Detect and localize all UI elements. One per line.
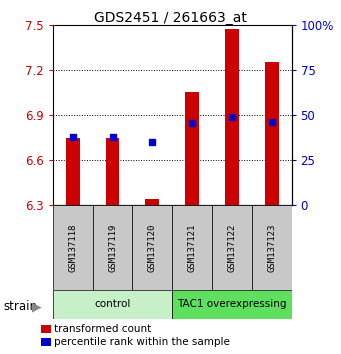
Bar: [53, 205, 93, 290]
Bar: [106, 138, 119, 205]
Bar: [66, 138, 80, 205]
Bar: [252, 205, 292, 290]
Text: GSM137118: GSM137118: [68, 224, 77, 272]
Text: strain: strain: [3, 300, 38, 313]
Text: GDS2451 / 261663_at: GDS2451 / 261663_at: [94, 11, 247, 25]
Bar: [172, 205, 212, 290]
Bar: [185, 92, 199, 205]
Bar: [212, 205, 252, 290]
Bar: [93, 205, 132, 290]
Bar: [225, 29, 239, 205]
Text: TAC1 overexpressing: TAC1 overexpressing: [177, 299, 287, 309]
Text: GSM137123: GSM137123: [267, 224, 276, 272]
Text: ▶: ▶: [32, 301, 42, 314]
Bar: [172, 290, 292, 319]
Bar: [265, 62, 279, 205]
Text: GSM137121: GSM137121: [188, 224, 197, 272]
Text: percentile rank within the sample: percentile rank within the sample: [54, 337, 230, 347]
Bar: [145, 199, 159, 205]
Text: GSM137119: GSM137119: [108, 224, 117, 272]
Text: GSM137122: GSM137122: [227, 224, 236, 272]
Bar: [132, 205, 172, 290]
Bar: [53, 290, 172, 319]
Text: GSM137120: GSM137120: [148, 224, 157, 272]
Text: transformed count: transformed count: [54, 324, 151, 334]
Text: control: control: [94, 299, 131, 309]
